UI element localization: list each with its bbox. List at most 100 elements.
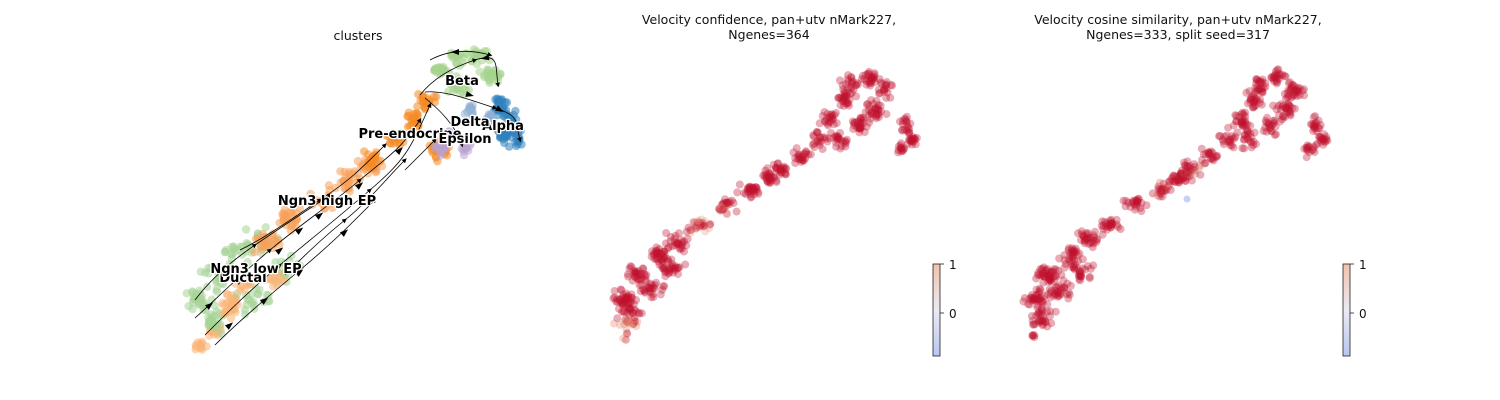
cell-point	[1249, 137, 1258, 146]
cell-point	[910, 134, 919, 143]
cell-point	[1182, 164, 1190, 173]
cell-point	[1246, 95, 1255, 104]
cell-point	[839, 101, 848, 110]
cell-point	[1300, 91, 1309, 100]
cell-point	[912, 133, 921, 142]
cell-point	[1051, 307, 1060, 316]
cell-point	[764, 172, 773, 181]
cell-point	[675, 243, 684, 252]
cell-point	[1079, 231, 1088, 240]
cell-point	[1229, 143, 1238, 152]
cell-point	[1035, 293, 1044, 302]
cell-point	[1119, 196, 1128, 205]
cell-point	[832, 135, 841, 144]
cell-point	[1257, 84, 1266, 93]
cell-point	[701, 227, 710, 236]
cell-point	[1322, 132, 1331, 141]
cell-point	[1238, 144, 1247, 153]
cell-point	[1275, 69, 1284, 78]
cell-point	[733, 188, 742, 197]
cell-point	[837, 94, 846, 103]
cell-point	[196, 339, 205, 348]
cell-point	[801, 147, 810, 156]
cell-point	[1309, 127, 1318, 135]
cell-point	[1312, 141, 1320, 150]
cell-point	[823, 119, 832, 128]
cell-point	[1180, 161, 1189, 170]
cell-point	[771, 163, 780, 172]
streamline-arrow	[275, 247, 284, 255]
cell-point	[1052, 282, 1061, 291]
cell-point	[634, 275, 643, 284]
cell-point	[1255, 98, 1264, 107]
cell-point	[858, 71, 867, 80]
cell-point	[1158, 186, 1166, 195]
cell-point	[1130, 200, 1139, 209]
cell-point	[1137, 207, 1146, 216]
cell-point	[616, 297, 625, 306]
cell-point	[1085, 272, 1094, 281]
cell-point	[1029, 294, 1038, 303]
cell-point	[1243, 120, 1252, 129]
cell-point	[1067, 244, 1076, 253]
cell-point	[1074, 229, 1082, 238]
cell-point	[1319, 140, 1328, 149]
streamline-arrow	[340, 229, 349, 237]
cell-point	[620, 320, 629, 329]
cell-point	[718, 200, 726, 209]
cell-point	[826, 118, 835, 127]
streamline-arrow	[440, 130, 447, 139]
cell-point	[1037, 293, 1046, 302]
confidence-points	[609, 67, 921, 344]
cell-point	[706, 220, 715, 229]
cell-point	[642, 270, 651, 279]
cell-point	[1108, 219, 1117, 228]
cell-point	[859, 113, 868, 122]
cell-point	[631, 269, 640, 277]
cell-point	[648, 285, 656, 294]
cell-point	[735, 180, 744, 189]
colorbar-tick-label: 1	[949, 258, 957, 272]
cell-point	[694, 223, 703, 232]
cell-point	[1043, 271, 1052, 280]
cell-point	[767, 173, 776, 181]
cell-point	[1045, 275, 1054, 284]
cell-point	[1314, 116, 1323, 125]
cell-point	[838, 97, 847, 106]
cell-point	[1033, 301, 1042, 310]
cell-point	[1176, 176, 1185, 185]
streamline-arrow	[495, 105, 504, 112]
cell-point	[874, 109, 883, 118]
cell-point	[1316, 133, 1324, 141]
cell-point	[1255, 84, 1264, 93]
cell-point	[626, 305, 635, 313]
cell-point	[1196, 170, 1205, 179]
cell-point	[751, 183, 760, 192]
cell-point	[1299, 85, 1308, 94]
cell-point	[856, 124, 865, 133]
cell-point	[674, 240, 683, 248]
cell-point	[841, 92, 850, 101]
cell-point	[1239, 117, 1248, 126]
cell-point	[682, 227, 691, 236]
cell-point	[1288, 81, 1297, 90]
cell-point	[649, 293, 658, 301]
cell-point	[1076, 267, 1085, 276]
cell-point	[621, 335, 630, 344]
cell-point	[699, 222, 708, 231]
cell-point	[869, 74, 878, 83]
cell-point	[714, 204, 723, 213]
cell-point	[1069, 251, 1078, 260]
cell-point	[1080, 232, 1088, 241]
cell-point	[1288, 92, 1297, 101]
cell-point	[1034, 308, 1043, 317]
cell-point	[815, 138, 824, 147]
cluster-label: Ngn3 low EP	[210, 262, 301, 277]
cell-point	[1054, 266, 1063, 275]
cell-point	[1269, 101, 1278, 110]
cell-point	[875, 75, 884, 83]
cell-point	[1283, 89, 1292, 98]
cell-point	[472, 47, 481, 56]
cell-point	[804, 150, 813, 159]
cell-point	[880, 87, 889, 96]
